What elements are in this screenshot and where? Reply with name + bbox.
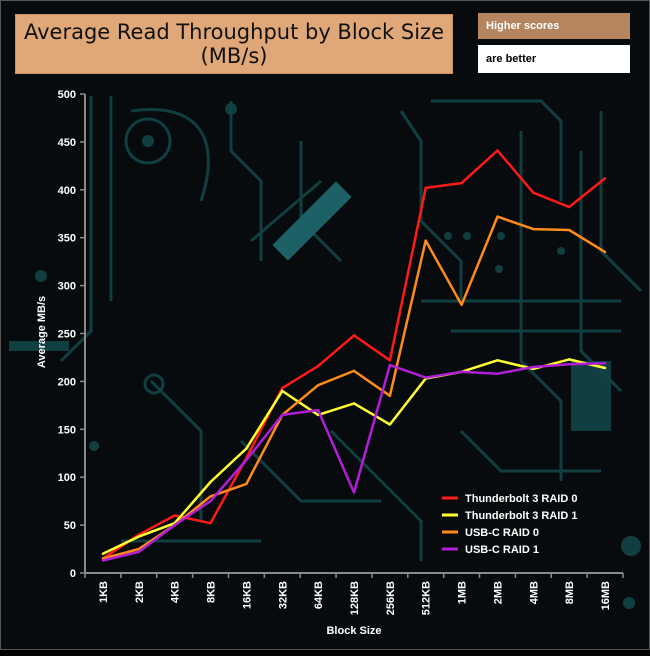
x-tick-label: 4KB <box>170 581 182 603</box>
data-point <box>352 491 356 494</box>
x-tick-label: 1MB <box>457 581 469 604</box>
y-tick-label: 350 <box>58 233 76 245</box>
data-point <box>460 370 463 374</box>
data-point <box>137 535 140 538</box>
data-point <box>209 480 212 484</box>
data-point <box>388 394 392 397</box>
data-point <box>424 376 427 379</box>
data-point <box>460 181 463 185</box>
x-tick-label: 4MB <box>528 581 540 604</box>
data-point <box>603 366 607 370</box>
data-point <box>568 362 571 366</box>
x-axis-ticks: 1KB 2KB 4KB 8KB 16KB 32KB 64KB 128KB 256KB 512KB 1… <box>84 573 624 615</box>
data-point <box>245 458 248 462</box>
series-line-1 <box>102 358 606 555</box>
data-point <box>388 363 392 367</box>
x-tick-label: 8MB <box>564 581 576 604</box>
chart-title-line1: Average Read Throughput by Block Size <box>23 20 445 44</box>
legend-label: Thunderbolt 3 RAID 0 <box>465 493 577 505</box>
data-point <box>245 482 248 486</box>
data-point <box>603 250 607 254</box>
data-point <box>352 334 356 337</box>
data-point <box>101 559 105 562</box>
y-tick-label: 200 <box>58 376 76 388</box>
data-point <box>496 372 499 375</box>
data-point <box>137 550 140 554</box>
x-tick-label: 128KB <box>349 581 361 615</box>
y-tick-label: 100 <box>58 472 76 484</box>
x-tick-label: 1KB <box>98 581 110 603</box>
legend-label: USB-C RAID 0 <box>465 527 539 539</box>
data-point <box>496 215 499 218</box>
x-tick-label: 16KB <box>241 581 253 609</box>
data-point <box>209 495 212 498</box>
data-point <box>281 389 284 393</box>
data-point <box>352 402 356 405</box>
y-tick-label: 0 <box>70 568 76 580</box>
y-axis-title: Average MB/s <box>36 296 48 368</box>
x-tick-label: 2KB <box>134 581 146 603</box>
y-tick-label: 150 <box>58 424 76 436</box>
data-point <box>101 552 105 556</box>
legend: Thunderbolt 3 RAID 0 Thunderbolt 3 RAID 1… <box>442 493 577 556</box>
data-point <box>424 239 427 242</box>
series-line-2 <box>102 215 606 560</box>
y-axis-ticks: 0 50 100 150 200 250 300 350 400 450 500 <box>58 89 85 580</box>
data-point <box>173 523 176 527</box>
chart-title-line2: (MB/s) <box>200 44 268 68</box>
data-point <box>568 358 571 361</box>
data-point <box>388 423 392 426</box>
note-higher-scores: Higher scores <box>478 13 630 39</box>
data-point <box>209 521 212 525</box>
x-axis-title: Block Size <box>326 625 381 637</box>
data-point <box>603 177 607 180</box>
legend-label: USB-C RAID 1 <box>465 544 539 556</box>
y-tick-label: 400 <box>58 185 76 197</box>
data-point <box>388 359 392 362</box>
data-point <box>281 413 284 417</box>
data-point <box>316 408 320 412</box>
data-point <box>532 227 535 231</box>
note-are-better: are better <box>478 45 630 73</box>
chart-title-box: Average Read Throughput by Block Size (M… <box>15 14 453 74</box>
data-point <box>460 303 463 306</box>
y-tick-label: 50 <box>64 520 76 532</box>
data-point <box>532 191 535 194</box>
data-point <box>496 149 499 152</box>
y-tick-label: 300 <box>58 281 76 293</box>
y-tick-label: 250 <box>58 329 76 341</box>
data-point <box>245 447 248 450</box>
y-tick-label: 500 <box>58 89 76 101</box>
x-tick-label: 2MB <box>492 581 504 604</box>
series-lines <box>101 149 607 562</box>
data-point <box>568 228 571 232</box>
x-tick-label: 8KB <box>206 581 218 603</box>
x-tick-label: 32KB <box>277 581 289 609</box>
x-tick-label: 16MB <box>600 581 612 610</box>
data-point <box>209 499 212 503</box>
note-line2: are better <box>486 53 537 65</box>
y-tick-label: 450 <box>58 137 76 149</box>
legend-label: Thunderbolt 3 RAID 1 <box>465 510 577 522</box>
data-point <box>424 186 427 190</box>
data-point <box>316 384 320 387</box>
data-point <box>352 369 356 373</box>
note-line1: Higher scores <box>486 20 560 32</box>
x-tick-label: 512KB <box>421 581 433 615</box>
x-tick-label: 256KB <box>385 581 397 615</box>
data-point <box>603 361 607 365</box>
data-point <box>173 514 176 517</box>
x-tick-label: 64KB <box>313 581 325 609</box>
data-point <box>568 205 571 209</box>
data-point <box>532 365 535 369</box>
data-point <box>496 359 499 362</box>
data-point <box>137 547 140 551</box>
data-point <box>316 364 320 368</box>
data-point <box>281 386 284 390</box>
